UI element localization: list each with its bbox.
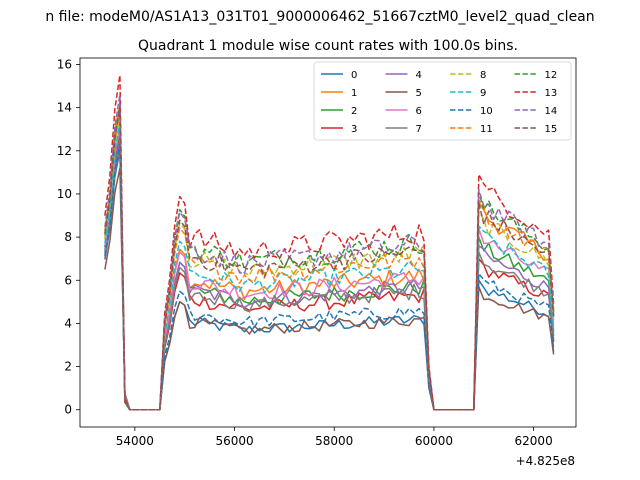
legend-label-0: 0 bbox=[351, 70, 357, 81]
legend-frame bbox=[313, 61, 572, 141]
y-tick-label: 10 bbox=[57, 187, 72, 201]
legend-label-5: 5 bbox=[416, 88, 422, 99]
plot-frame bbox=[79, 57, 577, 428]
series-line-15 bbox=[104, 106, 555, 411]
legend-label-4: 4 bbox=[416, 70, 422, 81]
chart-title: Quadrant 1 module wise count rates with … bbox=[138, 38, 518, 54]
series-lines bbox=[104, 74, 555, 411]
x-tick-label: 60000 bbox=[415, 434, 453, 448]
legend-label-10: 10 bbox=[480, 106, 493, 117]
legend-label-6: 6 bbox=[416, 106, 422, 117]
chart-suptitle: n file: modeM0/AS1A13_031T01_9000006462_… bbox=[45, 9, 594, 25]
series-line-14 bbox=[104, 93, 555, 411]
legend-label-3: 3 bbox=[351, 124, 357, 135]
x-tick-label: 56000 bbox=[215, 434, 253, 448]
y-tick-label: 2 bbox=[64, 360, 72, 374]
legend-label-1: 1 bbox=[351, 88, 357, 99]
y-tick-label: 16 bbox=[57, 57, 72, 71]
y-tick-label: 14 bbox=[57, 101, 72, 115]
y-tick-label: 8 bbox=[64, 230, 72, 244]
legend-label-14: 14 bbox=[545, 106, 558, 117]
legend-label-15: 15 bbox=[545, 124, 558, 135]
y-tick-label: 4 bbox=[64, 316, 72, 330]
legend-label-11: 11 bbox=[480, 124, 493, 135]
legend-label-7: 7 bbox=[416, 124, 422, 135]
legend-label-2: 2 bbox=[351, 106, 357, 117]
x-offset-label: +4.825e8 bbox=[516, 454, 575, 468]
legend-label-12: 12 bbox=[545, 70, 558, 81]
x-tick-label: 58000 bbox=[315, 434, 353, 448]
x-tick-label: 62000 bbox=[515, 434, 553, 448]
legend-label-13: 13 bbox=[545, 88, 558, 99]
series-line-10 bbox=[104, 143, 555, 411]
legend-label-8: 8 bbox=[480, 70, 486, 81]
y-tick-label: 6 bbox=[64, 273, 72, 287]
series-line-13 bbox=[104, 74, 555, 411]
y-tick-label: 0 bbox=[64, 403, 72, 417]
y-tick-label: 12 bbox=[57, 144, 72, 158]
x-tick-label: 54000 bbox=[116, 434, 154, 448]
legend-label-9: 9 bbox=[480, 88, 486, 99]
